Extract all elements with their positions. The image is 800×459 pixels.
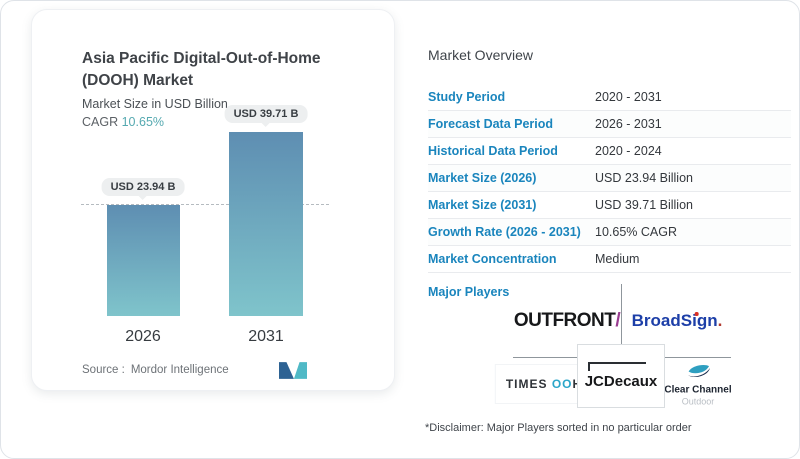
table-row: Study Period 2020 - 2031 xyxy=(428,84,791,111)
row-label: Growth Rate (2026 - 2031) xyxy=(428,225,581,239)
jcdecaux-corner-bracket-icon xyxy=(588,362,646,371)
table-row: Market Size (2026) USD 23.94 Billion xyxy=(428,165,791,192)
ooh-teal-text: OO xyxy=(551,377,573,391)
clear-channel-text: Clear Channel xyxy=(664,384,732,396)
x-axis-label-2031: 2031 xyxy=(248,328,284,345)
row-value: 2026 - 2031 xyxy=(595,117,662,131)
bar-chart-plot: USD 23.94 B USD 39.71 B 2026 2031 xyxy=(81,105,329,345)
mordor-intelligence-logo-icon xyxy=(279,362,307,385)
broadsign-text: BroadSign xyxy=(631,311,718,330)
overview-heading: Market Overview xyxy=(428,47,534,63)
major-players-label: Major Players xyxy=(428,285,510,299)
player-logo-jcdecaux: JCDecaux xyxy=(577,344,665,408)
broadsign-period: . xyxy=(717,311,723,330)
source-value: Mordor Intelligence xyxy=(130,364,229,376)
chart-title: Asia Pacific Digital-Out-of-Home (DOOH) … xyxy=(82,48,372,92)
ooh-h-text: H xyxy=(573,377,583,391)
bar-2026 xyxy=(107,205,180,316)
dashed-reference-line xyxy=(81,204,329,205)
chart-header: Asia Pacific Digital-Out-of-Home (DOOH) … xyxy=(82,48,372,129)
cagr-label: CAGR xyxy=(82,115,119,129)
source-label: Source : xyxy=(82,364,125,376)
cagr-row: CAGR 10.65% xyxy=(82,115,372,129)
chart-title-line1: Asia Pacific Digital-Out-of-Home xyxy=(82,50,321,67)
table-row: Historical Data Period 2020 - 2024 xyxy=(428,138,791,165)
cagr-value: 10.65% xyxy=(121,115,165,129)
row-label: Market Size (2026) xyxy=(428,171,537,185)
row-value: Medium xyxy=(595,252,640,266)
value-pill-2031: USD 39.71 B xyxy=(224,105,308,127)
player-logo-broadsign: BroadSign. xyxy=(632,311,723,331)
clear-channel-outdoor-text: Outdoor xyxy=(681,396,715,407)
row-value: USD 39.71 Billion xyxy=(595,198,693,212)
source-row: Source : Mordor Intelligence xyxy=(82,364,229,376)
times-text: TIMES xyxy=(505,377,552,391)
disclaimer-text: *Disclaimer: Major Players sorted in no … xyxy=(425,422,692,434)
jcdecaux-text: JCDecaux xyxy=(584,373,658,390)
market-chart-card: Asia Pacific Digital-Out-of-Home (DOOH) … xyxy=(31,9,395,391)
row-label: Market Size (2031) xyxy=(428,198,537,212)
row-label: Forecast Data Period xyxy=(428,117,554,131)
player-logo-clear-channel: Clear Channel Outdoor xyxy=(664,364,732,407)
row-value: 2020 - 2024 xyxy=(595,144,662,158)
x-axis-label-2026: 2026 xyxy=(125,328,161,345)
table-row: Market Size (2031) USD 39.71 Billion xyxy=(428,192,791,219)
clear-channel-swoosh-icon xyxy=(687,364,710,377)
bar-2031 xyxy=(229,132,303,316)
outfront-slash: / xyxy=(615,310,621,331)
table-row: Market Concentration Medium xyxy=(428,246,791,273)
row-value: USD 23.94 Billion xyxy=(595,171,693,185)
chart-title-line2: (DOOH) Market xyxy=(82,72,194,89)
row-value: 10.65% CAGR xyxy=(595,225,677,239)
outfront-text: OUTFRONT xyxy=(513,310,616,331)
row-value: 2020 - 2031 xyxy=(595,90,662,104)
overview-table: Study Period 2020 - 2031 Forecast Data P… xyxy=(428,84,791,273)
table-row: Growth Rate (2026 - 2031) 10.65% CAGR xyxy=(428,219,791,246)
row-label: Market Concentration xyxy=(428,252,557,266)
player-logo-outfront: OUTFRONT/ xyxy=(513,310,621,332)
broadsign-red-dot-icon xyxy=(694,312,699,316)
chart-subtitle: Market Size in USD Billion xyxy=(82,97,228,111)
player-logo-times-ooh: TIMES OOH xyxy=(495,365,593,403)
table-row: Forecast Data Period 2026 - 2031 xyxy=(428,111,791,138)
row-label: Study Period xyxy=(428,90,506,104)
value-pill-2026: USD 23.94 B xyxy=(101,178,185,200)
players-vertical-divider xyxy=(621,284,622,344)
row-label: Historical Data Period xyxy=(428,144,558,158)
